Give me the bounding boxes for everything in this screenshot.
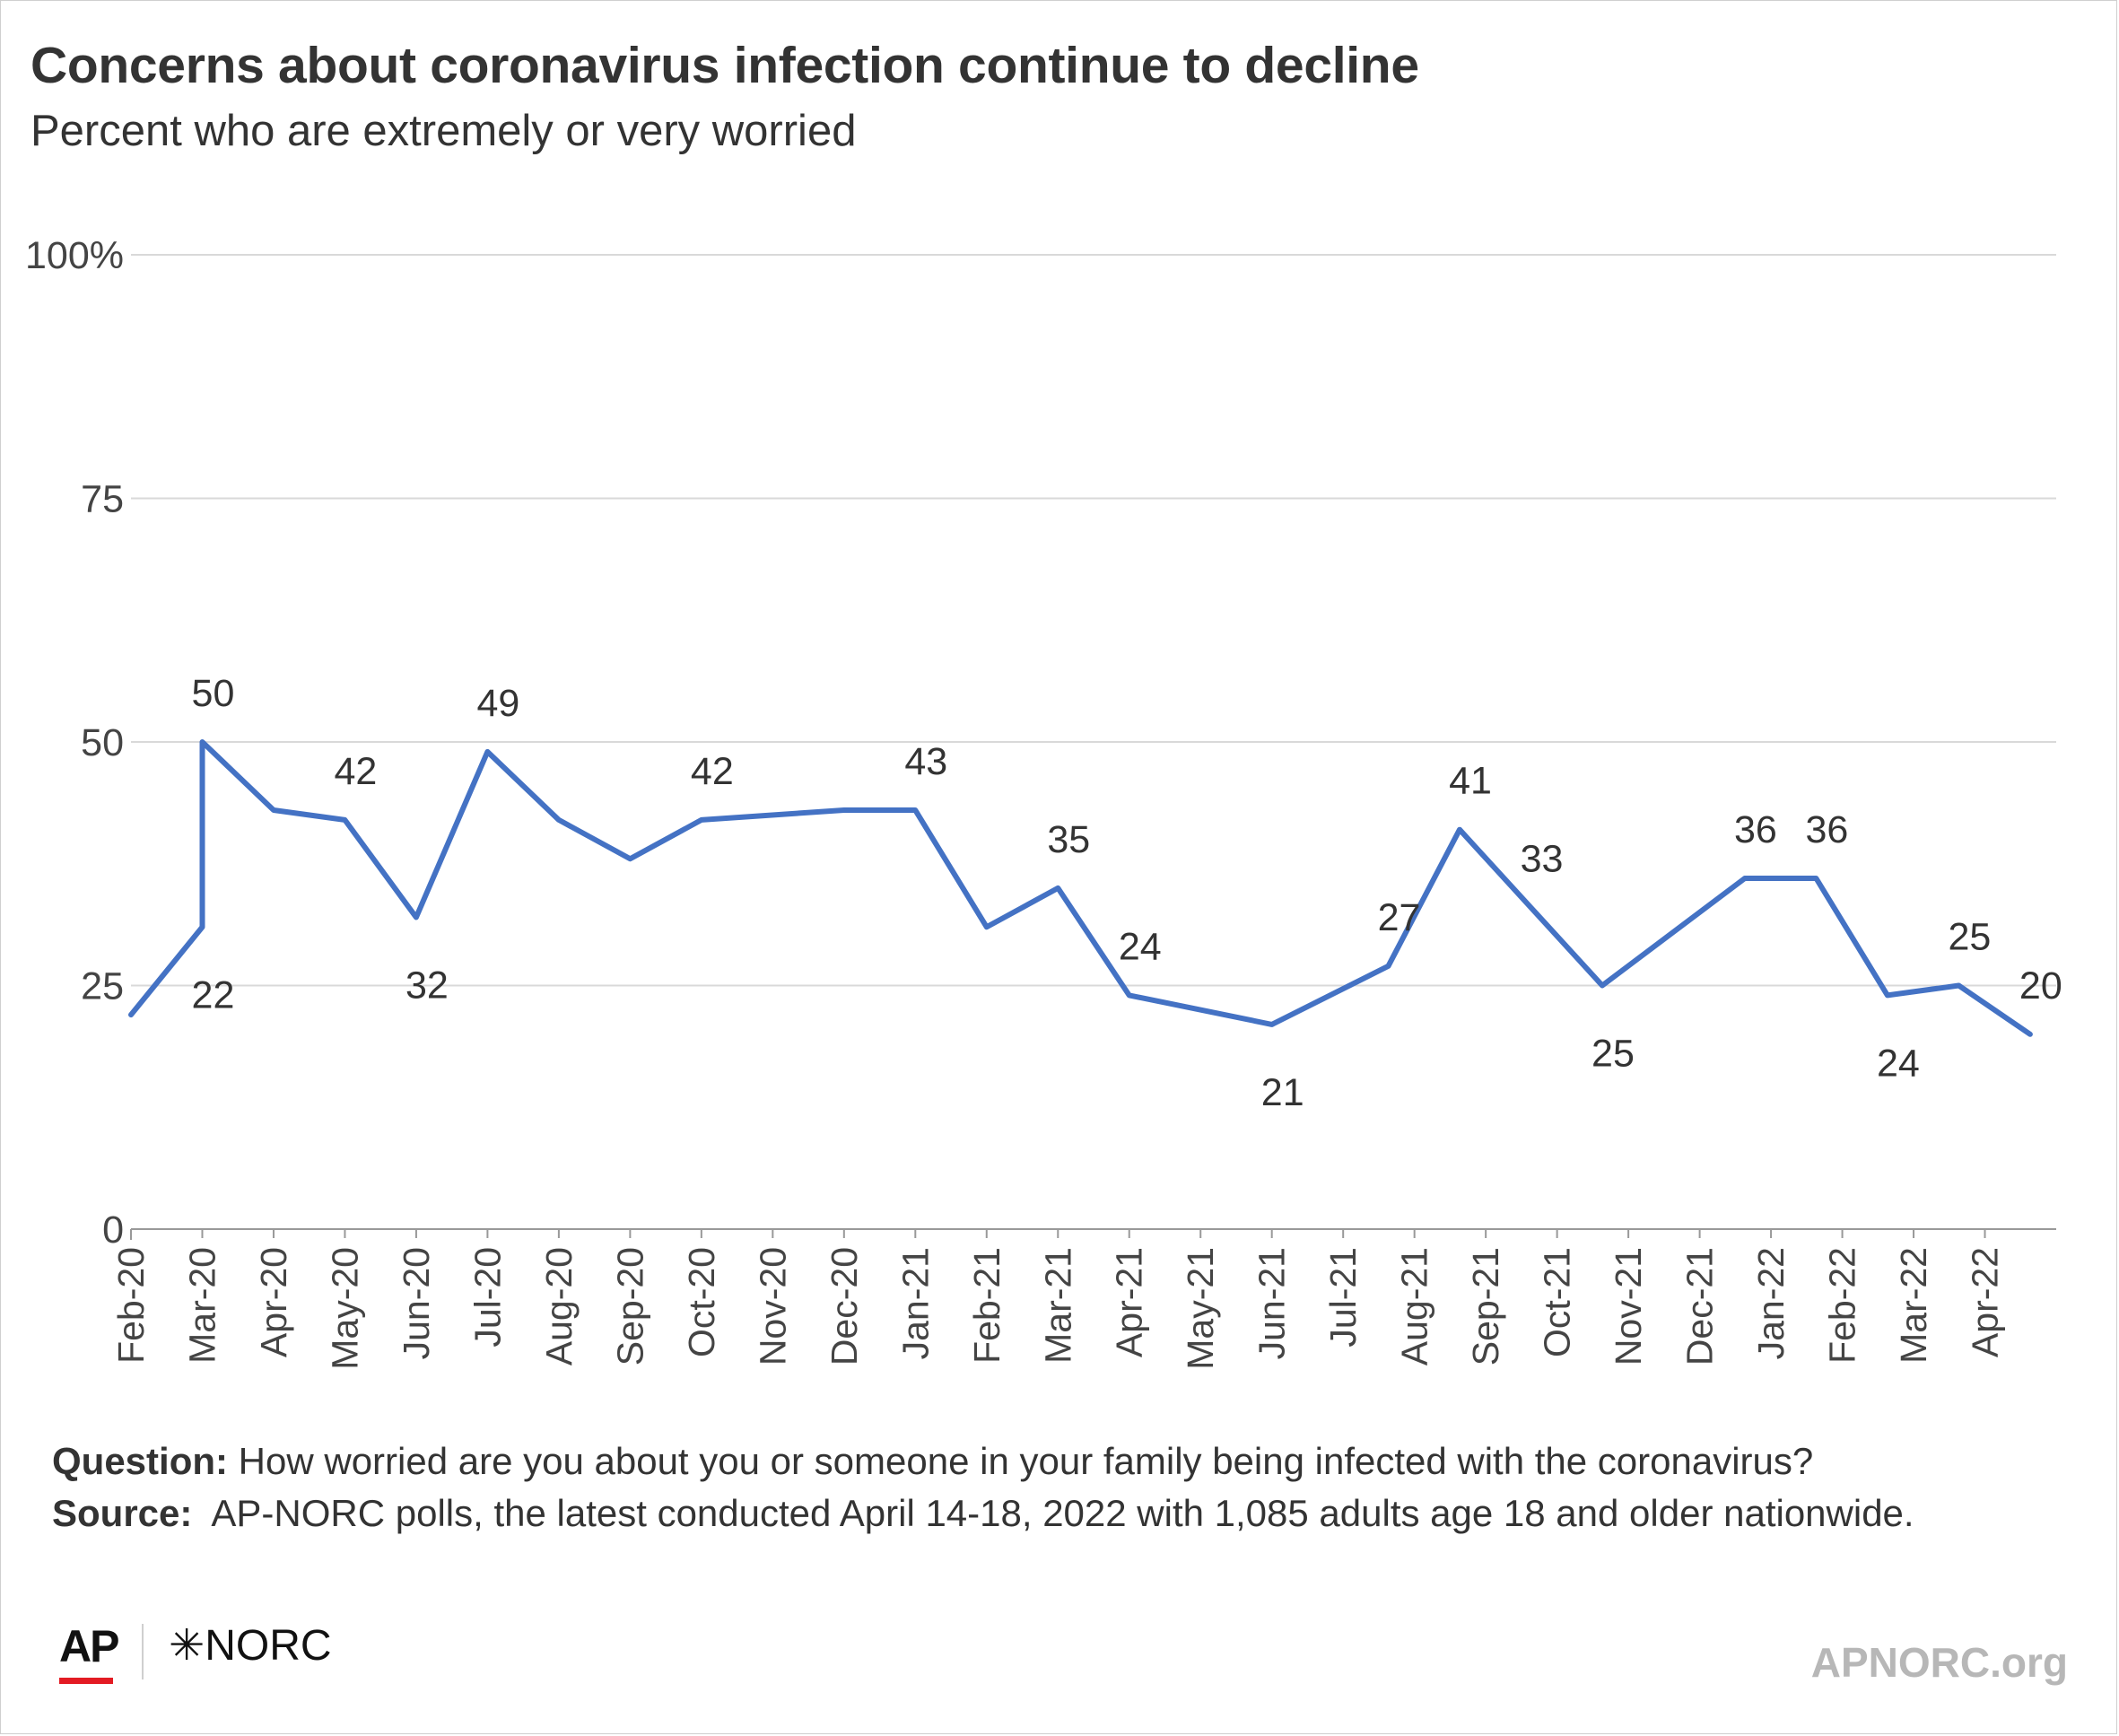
data-label: 35	[1047, 818, 1090, 861]
x-tick-label: Apr-21	[1109, 1247, 1150, 1357]
x-tick-label: Dec-20	[824, 1247, 865, 1365]
data-label: 25	[1591, 1033, 1635, 1076]
data-label: 43	[904, 740, 947, 783]
x-tick-label: Jan-22	[1750, 1247, 1792, 1359]
ap-logo-underline	[59, 1678, 113, 1684]
x-tick-label: Aug-20	[538, 1247, 580, 1365]
line-chart: 0 25 50 75 100% Feb-20 Mar-20 Apr-20 May-20 Jun-2…	[25, 234, 2062, 1370]
x-tick-label: Mar-22	[1893, 1247, 1934, 1364]
x-tick-label: Jun-21	[1251, 1247, 1293, 1359]
x-tick-label: Jul-21	[1322, 1247, 1364, 1348]
x-tick-label: Jul-20	[467, 1247, 508, 1348]
x-tick-label: Nov-21	[1608, 1247, 1649, 1365]
x-tick-label: Jun-20	[396, 1247, 437, 1359]
logo-divider	[142, 1624, 144, 1679]
series-line	[128, 739, 2033, 1037]
x-tick-label: Dec-21	[1679, 1247, 1721, 1365]
data-label: 42	[691, 750, 734, 793]
x-tick-label: Nov-20	[752, 1247, 793, 1365]
data-label: 49	[476, 682, 519, 725]
x-tick-label: May-20	[324, 1247, 365, 1370]
question-label: Question:	[52, 1440, 228, 1482]
data-label: 25	[1948, 916, 1991, 959]
y-tick-label: 50	[81, 721, 124, 764]
data-label: 36	[1805, 808, 1848, 851]
data-label: 20	[2019, 964, 2062, 1008]
question-text: How worried are you about you or someone…	[238, 1440, 1814, 1482]
source-label: Source:	[52, 1492, 193, 1534]
source-note: Source: AP-NORC polls, the latest conduc…	[52, 1487, 2080, 1540]
data-label: 24	[1119, 925, 1162, 968]
x-tick-label: Oct-20	[681, 1247, 722, 1357]
x-tick-label: Sep-21	[1465, 1247, 1506, 1365]
y-tick-label: 75	[81, 478, 124, 521]
y-tick-label: 25	[81, 965, 124, 1008]
x-tick-label: May-21	[1180, 1247, 1221, 1370]
x-tick-label: Mar-21	[1037, 1247, 1078, 1364]
x-tick-label: Oct-21	[1537, 1247, 1578, 1357]
norc-logo-text: NORC	[205, 1622, 332, 1670]
x-tick-label: Feb-21	[966, 1247, 1007, 1364]
x-tick-label: Aug-21	[1394, 1247, 1435, 1365]
question-note: Question: How worried are you about you …	[52, 1435, 2080, 1487]
data-label: 41	[1449, 760, 1492, 803]
data-label: 50	[192, 672, 235, 715]
source-text: AP-NORC polls, the latest conducted Apri…	[211, 1492, 1914, 1534]
x-tick-label: Sep-20	[609, 1247, 650, 1365]
y-tick-label: 0	[102, 1208, 124, 1252]
chart-title: Concerns about coronavirus infection con…	[31, 37, 1419, 94]
data-label: 32	[405, 964, 449, 1007]
ap-logo: AP	[59, 1621, 119, 1671]
data-label: 22	[192, 973, 235, 1016]
norc-logo: ✳NORC	[169, 1620, 332, 1671]
y-tick-label: 100%	[25, 234, 124, 277]
chart-subtitle: Percent who are extremely or very worrie…	[31, 107, 857, 155]
data-label: 21	[1261, 1071, 1304, 1114]
data-label: 27	[1378, 896, 1421, 939]
chart-notes: Question: How worried are you about you …	[52, 1435, 2080, 1540]
x-tick-label: Feb-22	[1822, 1247, 1863, 1364]
x-tick-label: Apr-22	[1965, 1247, 2006, 1357]
data-label: 42	[335, 750, 378, 793]
data-label: 36	[1734, 808, 1777, 851]
x-tick-label: Jan-21	[894, 1247, 936, 1359]
x-tick-label: Mar-20	[181, 1247, 222, 1364]
x-tick-label: Apr-20	[253, 1247, 294, 1357]
norc-asterisk-icon: ✳	[169, 1622, 205, 1670]
data-label: 33	[1521, 838, 1564, 881]
data-label: 24	[1877, 1042, 1920, 1085]
site-link[interactable]: APNORC.org	[1810, 1639, 2068, 1686]
x-tick-label: Feb-20	[110, 1247, 152, 1364]
